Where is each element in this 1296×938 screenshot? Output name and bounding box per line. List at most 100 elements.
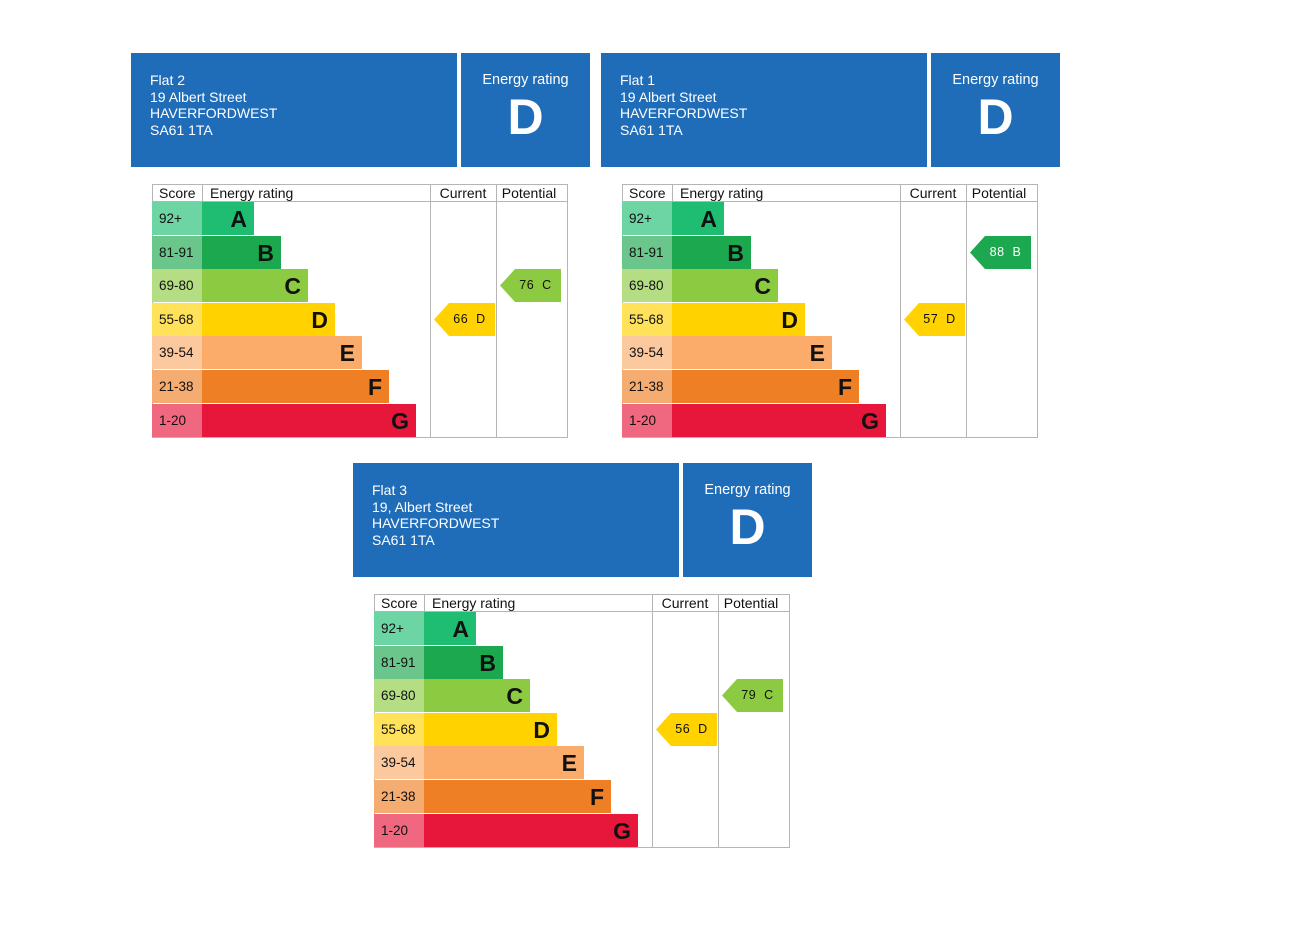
address-line: 19 Albert Street (620, 88, 717, 105)
address-line: HAVERFORDWEST (150, 105, 278, 121)
potential-letter: C (764, 688, 774, 703)
table-header-rule (622, 201, 1038, 202)
band-score: 69-80 (152, 269, 202, 303)
band-f: 21-38 F (374, 780, 652, 813)
current-marker-arrow (904, 302, 965, 336)
band-e: 39-54 E (622, 336, 900, 370)
band-a: 92+ A (622, 202, 900, 235)
score-header: Score (381, 595, 418, 611)
table-divider (430, 184, 431, 438)
band-letter: F (367, 374, 382, 400)
energy-rating-letter: D (977, 89, 1014, 145)
band-b: 81-91 B (374, 645, 652, 679)
potential-marker-label: 88 B (970, 236, 1031, 269)
band-score: 1-20 (622, 403, 672, 437)
table-divider (718, 594, 719, 848)
address-line: Flat 2 (150, 72, 186, 88)
current-header: Current (661, 595, 709, 611)
epc-panel-flat-3: Flat 3 19, Albert Street HAVERFORDWEST SA61… (353, 463, 812, 853)
band-letter: G (391, 407, 409, 434)
address-line: HAVERFORDWEST (372, 515, 500, 531)
band-score: 92+ (152, 202, 202, 235)
current-header: Current (909, 185, 957, 201)
current-letter: D (946, 311, 956, 326)
band-bar: E (672, 336, 832, 370)
spacer (1005, 245, 1013, 259)
table-header-rule (152, 201, 568, 202)
potential-value: 88 (989, 244, 1005, 259)
band-bar: D (672, 302, 805, 336)
band-score: 92+ (622, 202, 672, 235)
energy-rating-header: Energy rating (210, 185, 294, 201)
band-score: 69-80 (622, 269, 672, 303)
potential-marker-arrow (500, 269, 561, 303)
band-bar: B (424, 645, 503, 679)
potential-header: Potential (501, 185, 557, 201)
address-line: HAVERFORDWEST (620, 105, 748, 121)
potential-letter: C (542, 278, 552, 293)
band-bar: D (202, 302, 335, 336)
spacer (690, 722, 698, 736)
potential-header: Potential (723, 595, 779, 611)
current-marker-shape (656, 712, 717, 746)
band-bar: F (202, 370, 389, 403)
current-header: Current (439, 185, 487, 201)
energy-rating-label: Energy rating (482, 72, 569, 88)
band-score: 81-91 (374, 645, 424, 679)
band-e: 39-54 E (374, 746, 652, 780)
band-score: 21-38 (622, 370, 672, 403)
current-rating-marker: 57 D (904, 302, 965, 336)
band-letter: A (700, 206, 717, 232)
band-letter: D (311, 306, 328, 333)
energy-rating-header: Energy rating (680, 185, 764, 201)
current-marker-arrow (656, 712, 717, 746)
potential-letter: B (1012, 244, 1022, 259)
current-letter: D (476, 311, 486, 326)
current-rating-marker: 56 D (656, 712, 717, 746)
band-g: 1-20 G (152, 403, 430, 437)
potential-value: 79 (741, 688, 757, 703)
band-score: 81-91 (622, 235, 672, 269)
potential-marker-label: 79 C (722, 679, 783, 712)
spacer (756, 688, 764, 702)
table-divider (900, 184, 901, 438)
band-letter: C (506, 683, 523, 710)
band-bar: D (424, 712, 557, 746)
band-b: 81-91 B (152, 235, 430, 269)
current-letter: D (698, 721, 708, 736)
band-bar: F (672, 370, 859, 403)
score-header: Score (629, 185, 666, 201)
band-g: 1-20 G (374, 813, 652, 847)
band-bar: G (424, 813, 638, 847)
band-bar: B (672, 235, 751, 269)
potential-marker-shape (722, 679, 783, 713)
band-score: 81-91 (152, 235, 202, 269)
address-box: Flat 2 19 Albert Street HAVERFORDWEST SA61 … (131, 53, 457, 167)
energy-rating-box: Energy rating D (931, 53, 1060, 167)
band-bar: B (202, 235, 281, 269)
band-g: 1-20 G (622, 403, 900, 437)
potential-marker-label: 76 C (500, 269, 561, 302)
potential-marker-arrow (970, 235, 1031, 269)
spacer (468, 312, 476, 326)
table-divider (966, 184, 967, 438)
band-letter: F (837, 374, 852, 400)
band-bar: G (202, 403, 416, 437)
band-a: 92+ A (374, 612, 652, 645)
band-letter: D (781, 306, 798, 333)
current-value: 66 (453, 311, 469, 326)
band-a: 92+ A (152, 202, 430, 235)
address-box: Flat 3 19, Albert Street HAVERFORDWEST SA61… (353, 463, 679, 577)
band-bar: A (424, 612, 476, 645)
table-divider (496, 184, 497, 438)
table-divider (652, 594, 653, 848)
band-d: 55-68 D (152, 302, 430, 336)
band-b: 81-91 B (622, 235, 900, 269)
band-bar: A (202, 202, 254, 235)
band-bar: E (424, 746, 584, 780)
current-rating-marker: 66 D (434, 302, 495, 336)
address-line: SA61 1TA (620, 121, 683, 138)
band-letter: E (809, 340, 825, 367)
band-d: 55-68 D (374, 712, 652, 746)
potential-marker-arrow (722, 679, 783, 713)
